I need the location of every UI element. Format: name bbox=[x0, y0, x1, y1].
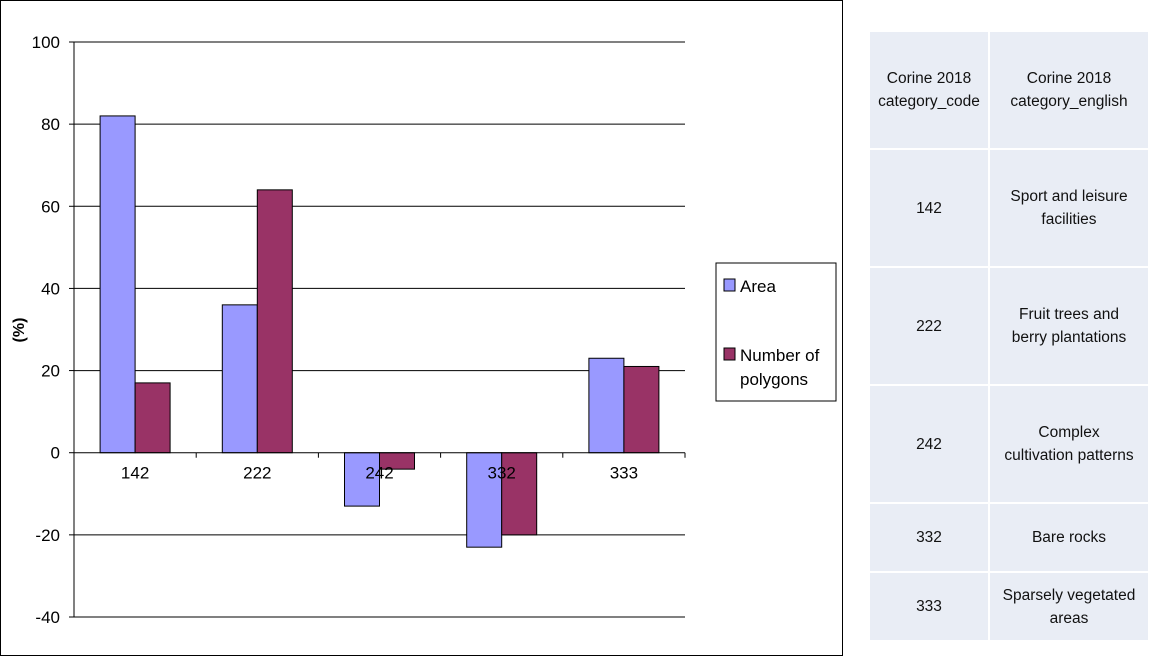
english-line: berry plantations bbox=[1011, 329, 1127, 346]
y-tick-label: 80 bbox=[41, 115, 60, 134]
bar-area-333 bbox=[588, 357, 625, 454]
y-tick-label: -40 bbox=[35, 608, 60, 627]
y-tick-label: -20 bbox=[35, 526, 60, 545]
x-tick-label: 222 bbox=[243, 464, 271, 483]
code-cell: 333 bbox=[868, 571, 990, 642]
header-code-cell: Corine 2018 category_code bbox=[868, 30, 990, 150]
x-tick-label: 332 bbox=[488, 464, 516, 483]
english-line: Fruit trees and bbox=[1019, 306, 1119, 323]
bars bbox=[99, 115, 660, 548]
bar-area-332 bbox=[466, 452, 503, 548]
english-cell: Complex cultivation patterns bbox=[988, 384, 1150, 504]
y-tick-label: 0 bbox=[51, 444, 60, 463]
bar-area-222 bbox=[221, 304, 258, 454]
y-tick-label: 20 bbox=[41, 362, 60, 381]
legend-label-area: Area bbox=[740, 277, 776, 296]
x-tick-label: 142 bbox=[121, 464, 149, 483]
code-cell: 332 bbox=[868, 502, 990, 573]
table-header-row: Corine 2018 category_code Corine 2018 ca… bbox=[868, 30, 1150, 150]
english-cell: Sport and leisure facilities bbox=[988, 148, 1150, 268]
chart-frame bbox=[0, 0, 843, 656]
bar-chart: 100 80 60 40 20 0 -20 -40 142 222 242 332 333 (%) Ar… bbox=[11, 33, 837, 627]
english-line: Bare rocks bbox=[1031, 529, 1107, 546]
english-line: Complex bbox=[1038, 424, 1100, 441]
english-line: facilities bbox=[1041, 211, 1097, 228]
english-line: Sport and leisure bbox=[1010, 188, 1128, 205]
y-tick-label: 100 bbox=[32, 33, 60, 52]
gridlines bbox=[74, 41, 685, 618]
y-tick-label: 40 bbox=[41, 279, 60, 298]
bar-number-of-polygons-222 bbox=[256, 189, 293, 454]
english-line: areas bbox=[1049, 609, 1089, 627]
bar-number-of-polygons-332 bbox=[501, 452, 538, 536]
legend: Area Number of polygons bbox=[715, 262, 837, 402]
english-cell: Sparsely vegetated areas bbox=[988, 571, 1150, 642]
header-english-line1: Corine 2018 bbox=[1026, 70, 1112, 87]
code-cell: 142 bbox=[868, 148, 990, 268]
y-tick-label: 60 bbox=[41, 197, 60, 216]
table-row: 142 Sport and leisure facilities bbox=[868, 148, 1150, 268]
legend-label-polygons-line1: Number of bbox=[740, 346, 820, 365]
bar-area-142 bbox=[99, 115, 136, 454]
legend-box bbox=[715, 262, 837, 402]
english-line: cultivation patterns bbox=[1004, 447, 1134, 464]
bar-number-of-polygons-333 bbox=[623, 365, 660, 454]
english-line: Sparsely vegetated bbox=[1002, 586, 1136, 604]
table-row: 333 Sparsely vegetated areas bbox=[868, 571, 1150, 642]
bar-number-of-polygons-142 bbox=[134, 382, 171, 454]
bar-area-242 bbox=[344, 452, 380, 507]
header-english-cell: Corine 2018 category_english bbox=[988, 30, 1150, 150]
table-row: 222 Fruit trees and berry plantations bbox=[868, 266, 1150, 386]
legend-label-polygons-line2: polygons bbox=[740, 370, 808, 389]
english-cell: Fruit trees and berry plantations bbox=[988, 266, 1150, 386]
corine-category-table: Corine 2018 category_code Corine 2018 ca… bbox=[868, 30, 1150, 642]
code-cell: 242 bbox=[868, 384, 990, 504]
english-cell: Bare rocks bbox=[988, 502, 1150, 573]
legend-swatch-polygons bbox=[723, 347, 736, 361]
header-english-line2: category_english bbox=[1010, 93, 1128, 110]
header-code-line1: Corine 2018 bbox=[886, 70, 972, 87]
code-cell: 222 bbox=[868, 266, 990, 386]
header-code-line2: category_code bbox=[878, 93, 980, 110]
x-tick-label: 333 bbox=[610, 464, 638, 483]
table-row: 242 Complex cultivation patterns bbox=[868, 384, 1150, 504]
table-row: 332 Bare rocks bbox=[868, 502, 1150, 573]
x-tick-label: 242 bbox=[365, 464, 393, 483]
y-axis-label: (%) bbox=[11, 318, 28, 343]
axes: 100 80 60 40 20 0 -20 -40 142 222 242 332 333 bbox=[32, 33, 686, 627]
legend-swatch-area bbox=[723, 278, 736, 292]
